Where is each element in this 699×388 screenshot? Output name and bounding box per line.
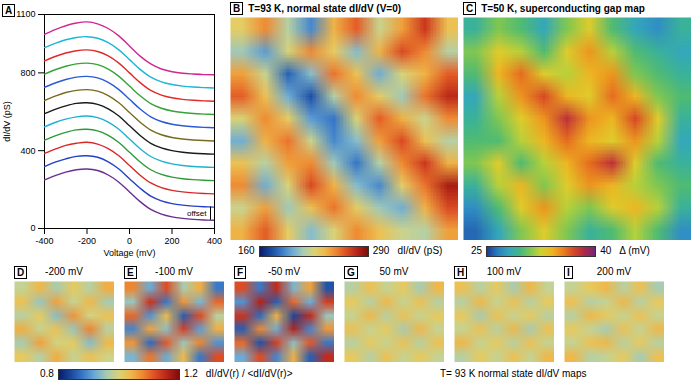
html-text:G: G [347, 267, 355, 278]
svg-text:offset: offset [187, 209, 207, 218]
html-text:F: F [237, 267, 244, 278]
html-text:50 mV: 50 mV [379, 266, 409, 277]
html-text:T=50 K, superconducting gap ma: T=50 K, superconducting gap map [481, 2, 645, 14]
html-text:T=93 K, normal state dI/dV (V=: T=93 K, normal state dI/dV (V=0) [248, 2, 402, 14]
html-text:40: 40 [600, 245, 612, 256]
html-text:-50 mV: -50 mV [267, 266, 301, 277]
svg-text:-200: -200 [78, 236, 96, 246]
html-text:T= 93 K normal state dI/dV map: T= 93 K normal state dI/dV maps [440, 368, 587, 379]
svg-text:400: 400 [20, 146, 35, 156]
html-text:Δ (mV): Δ (mV) [619, 245, 650, 256]
svg-text:0: 0 [30, 223, 35, 233]
html-text:D: D [17, 267, 25, 278]
html-text:-100 mV: -100 mV [155, 266, 193, 277]
html-text:H: H [457, 267, 465, 278]
html-text:0.8: 0.8 [40, 368, 54, 379]
html-text:100 mV: 100 mV [486, 266, 522, 277]
html-text:-200 mV: -200 mV [45, 266, 83, 277]
html-text:I: I [567, 267, 570, 278]
html-text:A: A [5, 5, 13, 16]
svg-text:Voltage (mV): Voltage (mV) [103, 248, 155, 258]
html-text:200 mV: 200 mV [596, 266, 632, 277]
html-text:dI/dV(r) / <dI/dV(r)>: dI/dV(r) / <dI/dV(r)> [205, 368, 293, 379]
html-text:160: 160 [238, 245, 255, 256]
svg-text:dI/dV (pS): dI/dV (pS) [2, 101, 12, 142]
html-text:C: C [466, 3, 474, 14]
html-text:25: 25 [471, 245, 483, 256]
svg-text:800: 800 [20, 68, 35, 78]
svg-text:0: 0 [127, 236, 132, 246]
html-text:B: B [233, 3, 241, 14]
svg-text:-400: -400 [35, 236, 53, 246]
svg-text:1100: 1100 [16, 9, 35, 19]
svg-text:200: 200 [164, 236, 179, 246]
svg-text:400: 400 [207, 236, 222, 246]
html-text:dI/dV (pS): dI/dV (pS) [397, 245, 443, 256]
html-text:290: 290 [372, 245, 390, 256]
html-text:E: E [127, 267, 134, 278]
html-text:1.2: 1.2 [183, 368, 198, 379]
